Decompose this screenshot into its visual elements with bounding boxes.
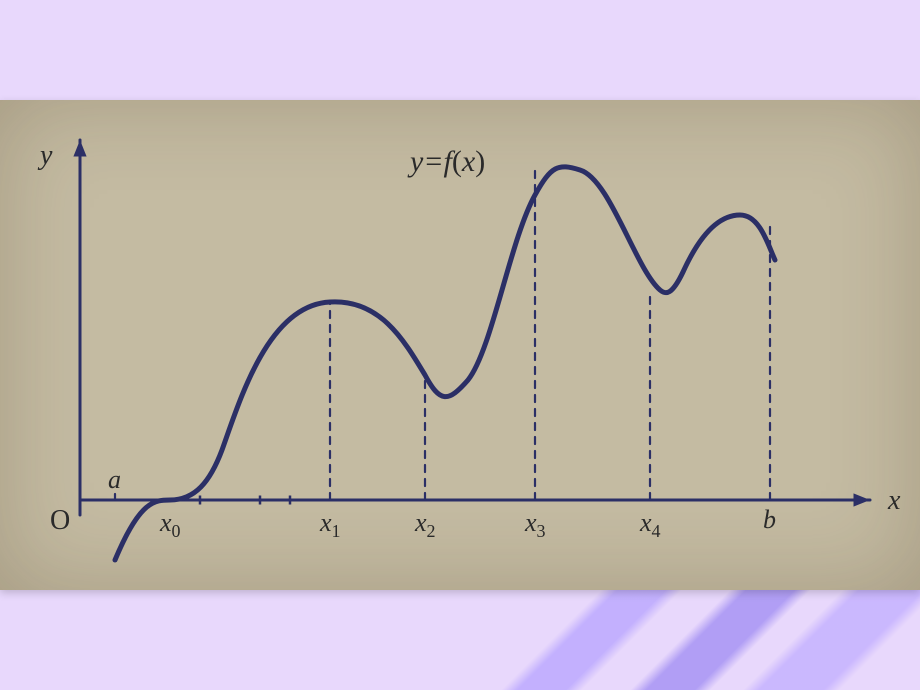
function-label-paren: (x) [452, 145, 485, 178]
graph-photo-panel: y x O a b x0 x1 x2 x3 x4 y=f(x) [0, 100, 920, 590]
origin-label: O [50, 505, 70, 537]
x2-base: x [415, 508, 427, 537]
tick-label-x1: x1 [320, 508, 341, 542]
x0-base: x [160, 508, 172, 537]
x4-base: x [640, 508, 652, 537]
tick-label-b: b [763, 505, 776, 535]
x1-sub: 1 [332, 521, 341, 541]
x2-sub: 2 [427, 521, 436, 541]
tick-label-x0: x0 [160, 508, 181, 542]
function-label-prefix: y=f [410, 145, 452, 178]
x0-sub: 0 [172, 521, 181, 541]
tick-label-a: a [108, 465, 121, 495]
tick-label-x4: x4 [640, 508, 661, 542]
function-label: y=f(x) [410, 145, 485, 179]
tick-label-x3: x3 [525, 508, 546, 542]
tick-label-x2: x2 [415, 508, 436, 542]
x4-sub: 4 [652, 521, 661, 541]
x1-base: x [320, 508, 332, 537]
x3-sub: 3 [537, 521, 546, 541]
x-axis-label: x [888, 485, 900, 517]
x3-base: x [525, 508, 537, 537]
y-axis-label: y [40, 140, 52, 172]
